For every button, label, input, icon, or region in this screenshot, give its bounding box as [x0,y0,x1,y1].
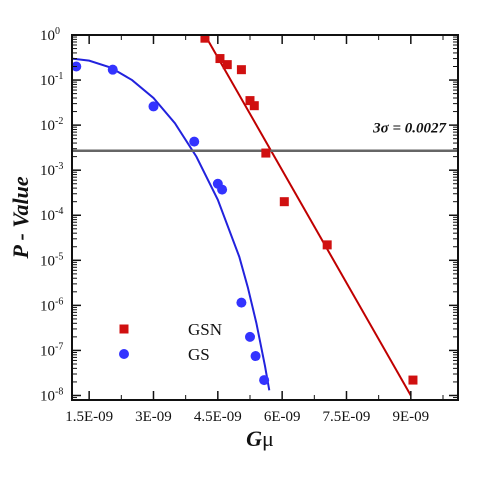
x-tick-label: 7.5E-09 [323,409,371,425]
point-gsn [249,101,259,111]
point-gs [244,331,255,342]
y-tick-label: 100 [40,26,60,44]
point-gsn [261,148,271,158]
x-axis-title-main: G [246,426,262,451]
threshold-group: 3σ = 0.0027 [72,121,458,152]
y-tick-base: 10 [40,343,55,359]
y-tick-base: 10 [40,118,55,134]
y-tick-label: 10-5 [40,251,63,269]
legend: GSN GS [119,320,222,364]
point-gs [236,297,247,308]
y-tick-exponent: -2 [55,116,63,127]
y-tick-base: 10 [40,298,55,314]
point-gsn [279,197,289,207]
point-gs [148,101,159,112]
x-tick-label: 1.5E-09 [65,409,113,425]
y-tick-base: 10 [40,388,55,404]
y-tick-exponent: -5 [55,251,63,262]
plot-frame [71,34,459,401]
point-gsn [245,96,255,106]
legend-marker-gsn [119,324,129,334]
point-gsn [200,35,210,43]
legend-label-gsn: GSN [188,320,222,339]
y-tick-label: 10-7 [40,341,63,359]
data-markers [72,35,418,386]
y-tick-label: 10-3 [40,161,63,179]
y-tick-exponent: -6 [55,296,63,307]
point-gsn [322,240,332,250]
legend-marker-gs [119,349,129,359]
point-gs [189,136,200,147]
point-gsn [236,65,246,75]
x-tick-label: 9E-09 [392,409,429,425]
point-gs [259,375,270,386]
y-tick-label: 10-8 [40,386,63,404]
x-tick-label: 6E-09 [264,409,301,425]
y-tick-base: 10 [40,208,55,224]
x-axis-title-symbol: μ [262,426,274,451]
legend-label-gs: GS [188,345,210,364]
point-gs [250,351,261,362]
fit-line-gs [72,57,271,391]
y-tick-exponent: 0 [55,26,60,37]
point-gsn [222,60,232,70]
threshold-label: 3σ = 0.0027 [372,121,446,137]
x-tick-label: 4.5E-09 [194,409,242,425]
x-axis-title: Gμ [246,426,274,451]
fit-line-gsn [204,35,412,396]
y-tick-exponent: -4 [55,206,63,217]
y-tick-exponent: -3 [55,161,63,172]
axes: 10010-110-210-310-410-510-610-710-81.5E-… [8,26,459,451]
y-tick-label: 10-1 [40,71,63,89]
point-gs [107,64,118,75]
y-tick-exponent: -8 [55,386,63,397]
y-tick-base: 10 [40,163,55,179]
point-gs [217,184,228,195]
y-axis-title: P - Value [8,176,33,260]
y-tick-label: 10-4 [40,206,63,224]
y-tick-base: 10 [40,253,55,269]
y-tick-base: 10 [40,28,55,44]
y-tick-base: 10 [40,73,55,89]
fit-lines [72,35,412,396]
x-tick-label: 3E-09 [135,409,172,425]
point-gsn [408,375,418,385]
y-tick-label: 10-6 [40,296,63,314]
y-tick-exponent: -7 [55,341,63,352]
y-tick-exponent: -1 [55,71,63,82]
y-tick-label: 10-2 [40,116,63,134]
point-gsn [215,54,225,64]
